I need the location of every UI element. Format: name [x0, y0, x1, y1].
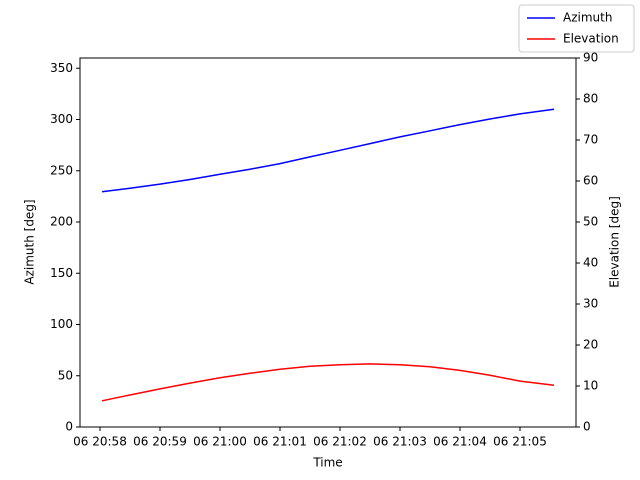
x-tick-label: 06 21:00	[193, 435, 247, 449]
legend-label: Elevation	[563, 32, 619, 46]
y-tick-label: 0	[65, 420, 73, 434]
line	[101, 363, 555, 402]
y2-tick-label: 50	[583, 215, 598, 229]
y-axis-label: Azimuth [deg]	[23, 199, 37, 284]
y-tick-label: 50	[58, 368, 73, 382]
y2-axis-label: Elevation [deg]	[608, 196, 622, 288]
y2-tick-label: 10	[583, 379, 598, 393]
x-tick-label: 06 20:58	[73, 435, 127, 449]
y2-tick-label: 60	[583, 174, 598, 188]
y-tick-label: 300	[50, 112, 73, 126]
y2-tick-label: 40	[583, 256, 598, 270]
y-tick-label: 350	[50, 61, 73, 75]
legend-box	[518, 4, 635, 53]
legend-label: Azimuth	[563, 11, 612, 25]
x-tick-label: 06 21:02	[313, 435, 367, 449]
x-axis-label: Time	[312, 456, 342, 470]
x-tick-label: 06 21:04	[433, 435, 487, 449]
y-tick-label: 200	[50, 215, 73, 229]
y2-tick-label: 0	[583, 420, 591, 434]
y2-tick-label: 70	[583, 133, 598, 147]
y2-tick-label: 20	[583, 338, 598, 352]
line	[101, 108, 555, 193]
y2-tick-label: 90	[583, 51, 598, 65]
y-tick-label: 250	[50, 163, 73, 177]
x-tick-label: 06 21:03	[373, 435, 427, 449]
y2-tick-label: 30	[583, 297, 598, 311]
y2-tick-label: 80	[583, 92, 598, 106]
x-tick-label: 06 20:59	[133, 435, 187, 449]
y-tick-label: 100	[50, 317, 73, 331]
y-tick-label: 150	[50, 266, 73, 280]
x-tick-label: 06 21:05	[493, 435, 547, 449]
plot-frame	[79, 57, 577, 428]
x-tick-label: 06 21:01	[253, 435, 307, 449]
